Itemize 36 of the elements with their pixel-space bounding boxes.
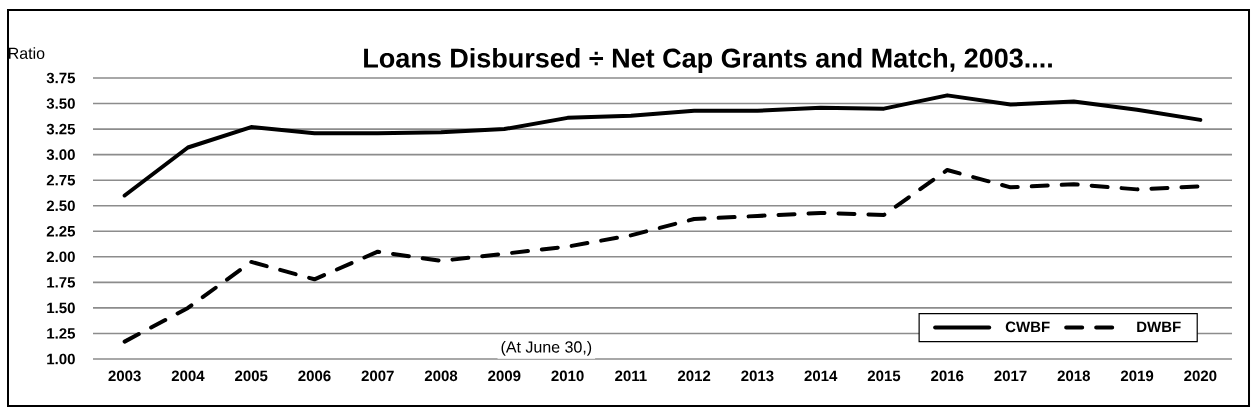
x-tick-label: 2020 <box>1184 370 1217 382</box>
x-tick-label: 2011 <box>615 370 647 382</box>
line-series <box>122 93 1203 198</box>
x-tick-label: 2009 <box>488 370 521 382</box>
y-axis-title: Ratio <box>9 47 45 60</box>
y-tick-label: 2.00 <box>46 251 75 263</box>
x-tick-label: 2013 <box>741 370 774 382</box>
legend-label: DWBF <box>1137 321 1181 332</box>
x-tick-label: 2019 <box>1120 370 1154 382</box>
y-tick-label: 3.75 <box>46 72 76 84</box>
x-tick-label: 2004 <box>171 370 205 382</box>
x-tick-label: 2018 <box>1057 370 1090 382</box>
x-tick-label: 2017 <box>994 370 1027 382</box>
x-tick-label: 2010 <box>551 370 584 382</box>
y-tick-label: 2.75 <box>46 174 76 186</box>
x-tick-label: 2003 <box>108 370 141 382</box>
x-tick-label: 2015 <box>867 370 901 382</box>
x-tick-label: 2016 <box>931 370 964 382</box>
x-tick-label: 2007 <box>361 370 394 382</box>
x-tick-label: 2005 <box>235 370 268 382</box>
y-tick-label: 1.25 <box>47 328 76 339</box>
x-tick-label: 2006 <box>298 370 331 382</box>
chart-title: Loans Disbursed ÷ Net Cap Grants and Match, 2003.... <box>364 47 1052 74</box>
annotation: (At June 30,) <box>501 340 592 356</box>
y-tick-label: 3.50 <box>46 98 75 109</box>
y-tick-label: 3.00 <box>46 149 75 160</box>
y-tick-label: 1.00 <box>47 353 75 365</box>
x-tick-label: 2014 <box>804 370 838 382</box>
legend-label: CWBF <box>1005 321 1050 333</box>
y-tick-label: 2.50 <box>46 200 75 212</box>
y-tick-label: 2.25 <box>46 225 76 237</box>
y-tick-label: 3.25 <box>46 123 76 135</box>
x-tick-label: 2008 <box>424 370 458 382</box>
y-tick-label: 1.50 <box>47 302 75 314</box>
y-tick-label: 1.75 <box>47 277 76 288</box>
x-tick-label: 2012 <box>677 370 711 382</box>
